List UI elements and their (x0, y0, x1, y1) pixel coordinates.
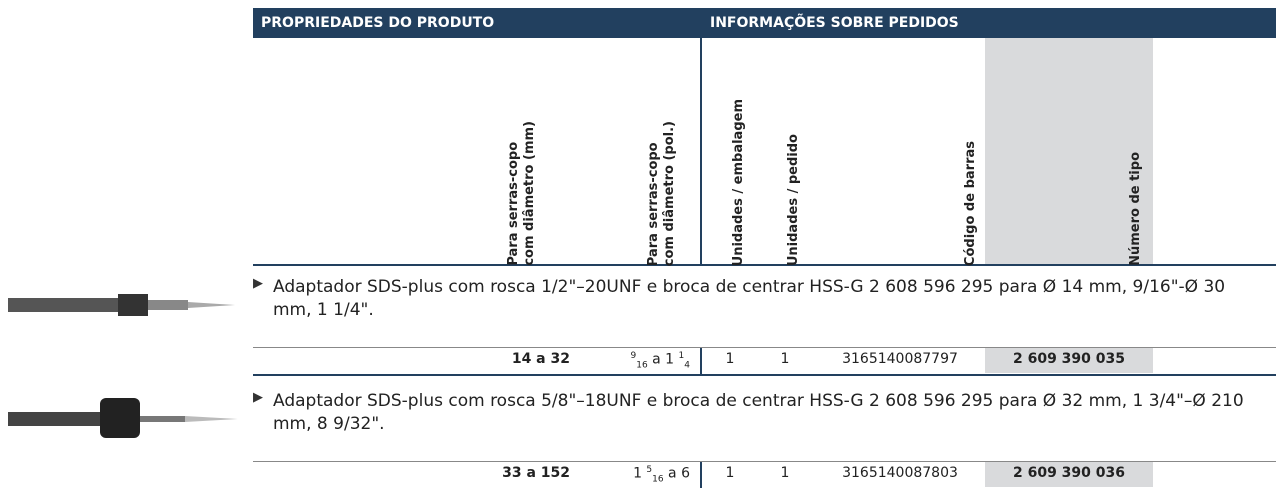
diameter-inch: 916 a 1 14 (580, 351, 691, 371)
column-header: Número de tipo (1128, 152, 1144, 266)
column-header-line: Número de tipo (1128, 152, 1143, 266)
units-pack: 1 (725, 351, 735, 367)
column-header: Unidades / embalagem (731, 99, 747, 266)
column-header: Unidades / pedido (786, 134, 802, 266)
fraction-part: 9 (630, 351, 637, 361)
divider (700, 8, 702, 266)
column-header-line: Para serras-copo (646, 142, 661, 266)
diameter-inch: 1 516 a 6 (580, 465, 690, 484)
column-header-line: Unidades / embalagem (731, 98, 746, 266)
type-cell-bg (985, 462, 1153, 487)
diameter-mm: 14 a 32 (511, 351, 570, 367)
row-rule (253, 347, 1276, 348)
fraction-part: a 1 (647, 351, 679, 368)
bullet: ▶ (253, 390, 263, 405)
rule (253, 264, 1276, 266)
units-pack: 1 (725, 465, 735, 481)
barcode: 3165140087797 (842, 351, 958, 367)
type-number: 2 609 390 035 (1012, 351, 1126, 367)
column-header: Para serras-copo com diâmetro (mm) (506, 121, 538, 266)
row-rule (253, 461, 1276, 462)
type-number: 2 609 390 036 (1012, 465, 1126, 481)
column-header-line: Código de barras (963, 140, 978, 266)
row-end (253, 374, 1276, 376)
units-order: 1 (780, 351, 790, 367)
bullet: ▶ (253, 276, 263, 291)
divider (700, 462, 702, 488)
units-order: 1 (780, 465, 790, 481)
fraction-part: 1 (633, 465, 647, 482)
diameter-mm: 33 a 152 (502, 465, 570, 481)
product-image (8, 398, 238, 438)
header-right: INFORMAÇÕES SOBRE PEDIDOS (702, 8, 1276, 38)
description: Adaptador SDS-plus com rosca 5/8"–18UNF … (273, 391, 1244, 434)
description: Adaptador SDS-plus com rosca 1/2"–20UNF … (273, 277, 1226, 320)
column-header-line: com diâmetro (mm) (522, 121, 537, 266)
fraction-part: 16 (652, 474, 664, 485)
header-left: PROPRIEDADES DO PRODUTO (253, 8, 700, 38)
column-header: Código de barras (963, 141, 979, 266)
fraction-part: 5 (646, 465, 653, 475)
fraction-part: 1 (678, 351, 685, 361)
barcode: 3165140087803 (842, 465, 958, 481)
fraction-part: 4 (684, 360, 690, 371)
fraction-part: 16 (636, 360, 648, 371)
column-header-line: Para serras-copo (506, 142, 521, 266)
column-header: Para serras-copo com diâmetro (pol.) (646, 121, 678, 266)
column-header-line: com diâmetro (pol.) (662, 120, 677, 266)
product-image (8, 294, 235, 316)
type-cell-bg (985, 348, 1153, 373)
divider (700, 348, 702, 374)
column-header-line: Unidades / pedido (786, 133, 801, 266)
fraction-part: a 6 (663, 465, 690, 482)
gray-col (985, 38, 1153, 265)
